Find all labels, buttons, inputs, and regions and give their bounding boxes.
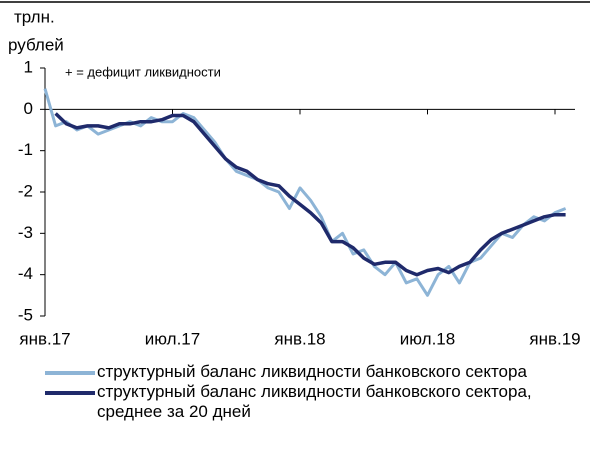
legend-swatch [45,391,95,395]
y-tick-label: -1 [18,140,33,159]
x-tick-label: июл.17 [145,329,200,348]
y-tick-label: 1 [24,57,33,76]
legend-swatch [45,371,95,375]
y-tick-label: -4 [18,264,33,283]
x-tick-label: янв.19 [529,329,580,348]
x-tick-label: янв.17 [19,329,70,348]
y-tick-label: -2 [18,181,33,200]
legend-item: структурный баланс ликвидности банковско… [45,362,585,382]
chart: трлн. рублей + = дефицит ликвидности 1 0 -… [0,1,590,348]
y-tick-label: 0 [24,99,33,118]
legend-item: структурный баланс ликвидности банковско… [45,382,585,422]
legend-label: структурный баланс ликвидности банковско… [97,362,527,381]
legend: структурный баланс ликвидности банковско… [45,362,585,422]
y-axis-label: трлн. [14,7,55,26]
x-tick-label: янв.18 [274,329,325,348]
y-tick-label: -5 [18,305,33,324]
series-line [43,88,567,297]
x-tick-label: июл.18 [400,329,455,348]
y-axis-label: рублей [8,35,64,54]
y-tick-label: -3 [18,223,33,242]
legend-label: структурный баланс ликвидности банковско… [97,382,532,421]
annotation: + = дефицит ликвидности [65,64,221,79]
series-line [54,112,566,277]
